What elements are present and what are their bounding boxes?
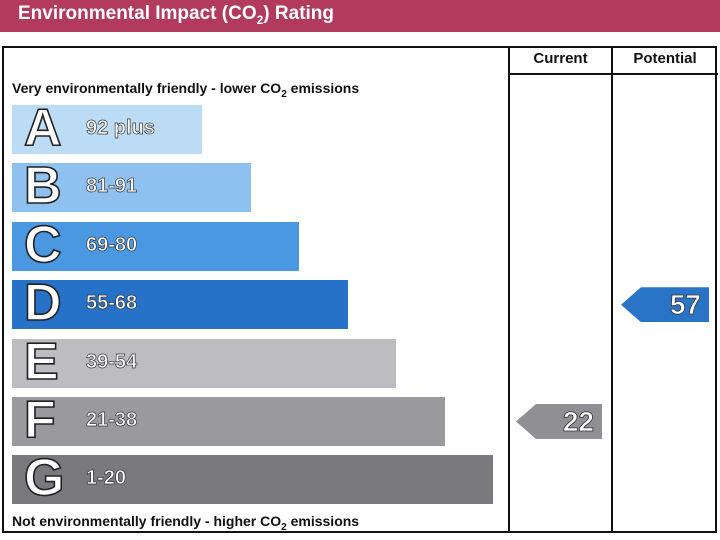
top-caption: Very environmentally friendly - lower CO…: [12, 80, 360, 100]
band-letter: E: [23, 332, 59, 391]
column-header-divider: [508, 73, 718, 75]
column-header-potential: Potential: [633, 50, 697, 67]
band-c: C 69-80: [12, 216, 299, 274]
band-range-label: 81-91: [86, 175, 138, 198]
chart-title: Environmental Impact (CO2) Rating: [18, 3, 335, 27]
band-e: E 39-54: [12, 333, 396, 390]
potential-rating-value: 57: [669, 289, 701, 321]
column-divider-potential: [611, 46, 613, 533]
band-range-label: 69-80: [86, 233, 138, 256]
band-f: F 21-38: [12, 391, 445, 449]
band-range-label: 39-54: [86, 350, 138, 373]
band-range-label: 92 plus: [86, 117, 156, 140]
band-range-label: 21-38: [86, 409, 138, 432]
band-d: D 55-68: [12, 274, 348, 332]
band-a: A 92 plus: [12, 99, 202, 157]
band-range-label: 55-68: [86, 292, 138, 315]
column-divider-current: [508, 46, 510, 533]
band-letter: D: [23, 274, 62, 333]
band-g: G 1-20: [12, 450, 493, 507]
band-range-label: 1-20: [86, 467, 127, 490]
bottom-caption: Not environmentally friendly - higher CO…: [12, 513, 360, 533]
band-letter: C: [23, 215, 62, 274]
header-bar: Environmental Impact (CO2) Rating: [0, 0, 720, 32]
current-rating-arrow: 22: [516, 404, 602, 439]
band-letter: F: [23, 391, 56, 449]
band-letter: A: [23, 99, 62, 157]
band-b: B 81-91: [12, 158, 251, 215]
current-rating-value: 22: [562, 406, 594, 438]
band-letter: B: [23, 157, 62, 216]
band-letter: G: [23, 449, 65, 508]
column-header-current: Current: [533, 50, 588, 67]
rating-frame: [2, 46, 717, 533]
potential-rating-arrow: 57: [621, 287, 709, 323]
